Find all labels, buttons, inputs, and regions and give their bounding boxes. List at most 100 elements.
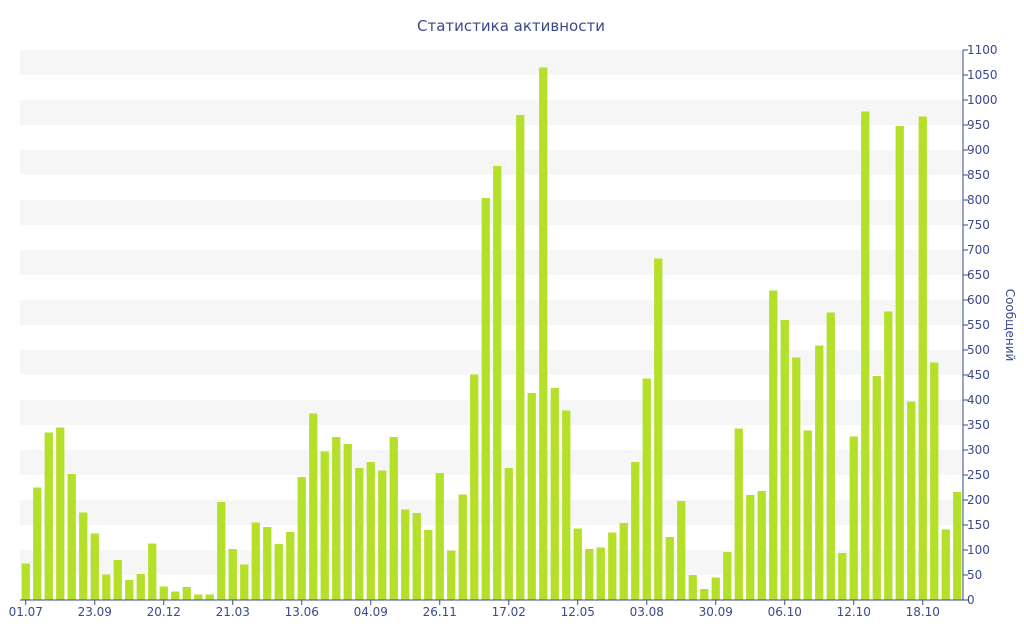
bar[interactable] bbox=[596, 547, 605, 601]
bar[interactable] bbox=[631, 462, 640, 600]
bar[interactable] bbox=[481, 198, 490, 600]
bar[interactable] bbox=[803, 430, 812, 601]
y-tick-label: 50 bbox=[967, 568, 982, 582]
x-tick-label: 18.10 bbox=[906, 605, 940, 619]
x-tick-label: 21.03 bbox=[216, 605, 250, 619]
bar[interactable] bbox=[21, 563, 30, 601]
bar[interactable] bbox=[539, 67, 548, 601]
bar[interactable] bbox=[171, 591, 180, 601]
bar[interactable] bbox=[67, 474, 76, 600]
bar[interactable] bbox=[861, 111, 870, 601]
grid-band bbox=[20, 400, 963, 425]
bar[interactable] bbox=[401, 509, 410, 601]
bar[interactable] bbox=[309, 413, 318, 601]
bar[interactable] bbox=[792, 357, 801, 601]
y-tick-label: 800 bbox=[967, 193, 990, 207]
bar[interactable] bbox=[102, 574, 111, 601]
bar[interactable] bbox=[297, 477, 306, 600]
bar[interactable] bbox=[136, 574, 145, 600]
y-tick-label: 950 bbox=[967, 118, 990, 132]
bar[interactable] bbox=[527, 393, 536, 600]
bar[interactable] bbox=[412, 513, 421, 600]
bar[interactable] bbox=[826, 312, 835, 601]
bar[interactable] bbox=[734, 428, 743, 601]
x-tick-label: 03.08 bbox=[630, 605, 664, 619]
bar[interactable] bbox=[918, 116, 927, 601]
y-tick-label: 200 bbox=[967, 493, 990, 507]
bar[interactable] bbox=[711, 577, 720, 601]
bar[interactable] bbox=[332, 437, 341, 600]
bar[interactable] bbox=[79, 512, 88, 601]
y-tick-label: 500 bbox=[967, 343, 990, 357]
bar[interactable] bbox=[228, 549, 237, 600]
bar[interactable] bbox=[470, 374, 479, 601]
bar[interactable] bbox=[274, 544, 283, 600]
bar[interactable] bbox=[56, 427, 65, 601]
bar[interactable] bbox=[562, 410, 571, 601]
y-tick-label: 650 bbox=[967, 268, 990, 282]
bar[interactable] bbox=[493, 166, 502, 600]
bar[interactable] bbox=[263, 527, 272, 600]
bar[interactable] bbox=[320, 451, 329, 601]
bar[interactable] bbox=[389, 437, 398, 600]
bar[interactable] bbox=[688, 575, 697, 600]
bar[interactable] bbox=[504, 468, 513, 600]
bar[interactable] bbox=[355, 468, 364, 600]
bar[interactable] bbox=[90, 533, 99, 601]
bar[interactable] bbox=[435, 473, 444, 600]
bar[interactable] bbox=[366, 462, 375, 600]
bar[interactable] bbox=[194, 594, 203, 601]
bar[interactable] bbox=[159, 586, 168, 601]
y-tick-label: 900 bbox=[967, 143, 990, 157]
bar[interactable] bbox=[217, 502, 226, 600]
bar[interactable] bbox=[654, 258, 663, 601]
bar[interactable] bbox=[240, 564, 249, 601]
bar[interactable] bbox=[125, 580, 134, 600]
bar[interactable] bbox=[677, 501, 686, 600]
bar[interactable] bbox=[343, 444, 352, 600]
y-tick-label: 450 bbox=[967, 368, 990, 382]
grid-band bbox=[20, 100, 963, 125]
bar[interactable] bbox=[286, 532, 295, 600]
y-tick-label: 1050 bbox=[967, 68, 998, 82]
bar[interactable] bbox=[573, 528, 582, 601]
bar[interactable] bbox=[953, 492, 962, 600]
bar[interactable] bbox=[769, 290, 778, 601]
bar[interactable] bbox=[872, 376, 881, 600]
bar[interactable] bbox=[205, 594, 214, 601]
y-tick-label: 250 bbox=[967, 468, 990, 482]
bar[interactable] bbox=[619, 523, 628, 600]
bar[interactable] bbox=[849, 436, 858, 601]
bar[interactable] bbox=[907, 401, 916, 601]
bar[interactable] bbox=[941, 529, 950, 601]
bar[interactable] bbox=[930, 362, 939, 601]
bar[interactable] bbox=[608, 532, 617, 601]
bar[interactable] bbox=[884, 311, 893, 601]
bar[interactable] bbox=[424, 530, 433, 600]
bar[interactable] bbox=[113, 560, 122, 600]
bar[interactable] bbox=[665, 537, 674, 600]
bar[interactable] bbox=[838, 553, 847, 600]
bar[interactable] bbox=[757, 491, 766, 600]
bar[interactable] bbox=[550, 388, 559, 600]
bar[interactable] bbox=[33, 487, 42, 601]
bar[interactable] bbox=[895, 126, 904, 600]
bar[interactable] bbox=[642, 378, 651, 601]
y-tick-label: 600 bbox=[967, 293, 990, 307]
bar[interactable] bbox=[746, 495, 755, 600]
bar[interactable] bbox=[780, 320, 789, 600]
bar[interactable] bbox=[585, 549, 594, 600]
bar[interactable] bbox=[44, 432, 53, 601]
bar[interactable] bbox=[815, 345, 824, 601]
bar[interactable] bbox=[447, 550, 456, 601]
bar[interactable] bbox=[378, 470, 387, 601]
bar[interactable] bbox=[251, 522, 260, 601]
x-tick-label: 13.06 bbox=[285, 605, 319, 619]
bar[interactable] bbox=[458, 494, 467, 601]
bar[interactable] bbox=[148, 543, 157, 601]
bar[interactable] bbox=[723, 552, 732, 600]
bar[interactable] bbox=[516, 115, 525, 600]
y-tick-label: 750 bbox=[967, 218, 990, 232]
bar[interactable] bbox=[700, 589, 709, 600]
bar[interactable] bbox=[182, 587, 191, 600]
